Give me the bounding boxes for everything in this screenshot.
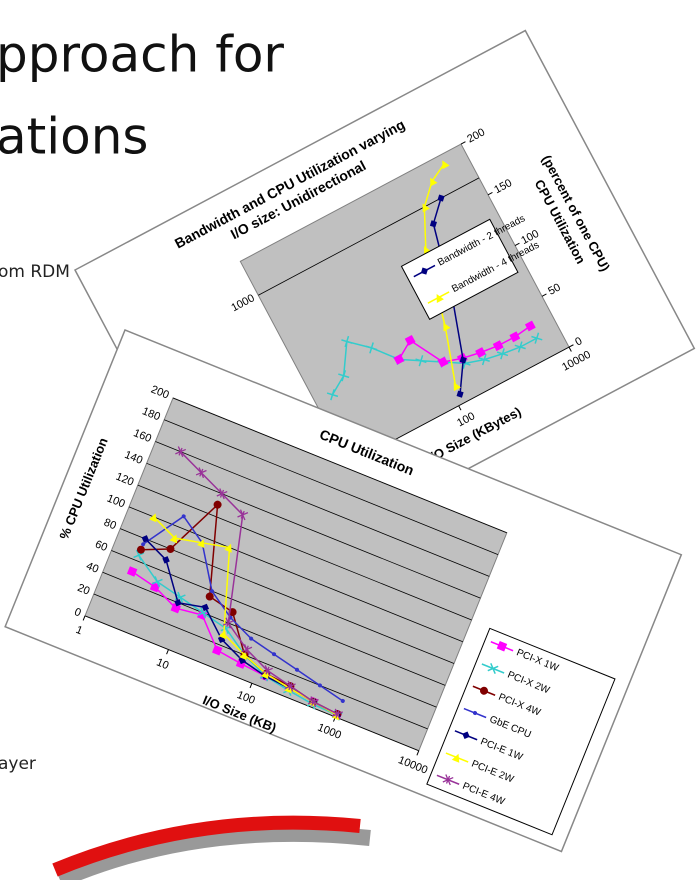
slide: pproach for ations om RDM ayer Bandwidth…: [0, 0, 698, 880]
body-fragment: om RDM: [0, 262, 70, 282]
slide-title: ations: [0, 108, 148, 166]
slide-title: pproach for: [0, 26, 284, 84]
body-fragment: ayer: [0, 754, 36, 774]
